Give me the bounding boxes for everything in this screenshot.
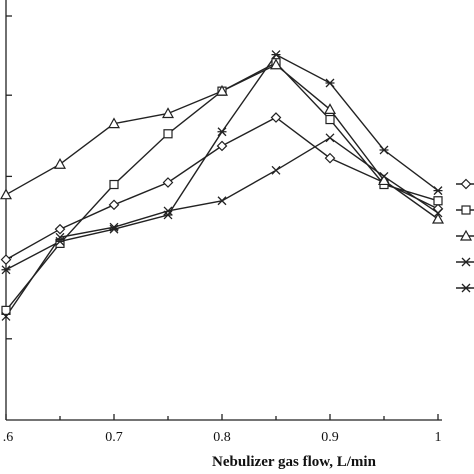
series-1-point [270, 112, 282, 123]
series-4-point [217, 196, 227, 206]
series-2-point [55, 238, 65, 248]
series-4-point [271, 165, 281, 175]
series-3-point [0, 188, 13, 200]
series-5-point [109, 224, 119, 234]
series-5-point [325, 78, 335, 88]
legend-marker-2 [461, 205, 471, 215]
series-5-point [163, 210, 173, 220]
legend-marker-4 [461, 257, 471, 267]
series-1-point [216, 140, 228, 152]
series-5-point [1, 265, 11, 275]
series-2-point [325, 114, 335, 125]
series-5-point [379, 145, 389, 155]
series-1-point [54, 223, 66, 235]
x-ticks: .6 0.7 0.8 0.9 1 [3, 414, 442, 445]
x-tick-label: 0.9 [321, 430, 339, 445]
series-3-point [377, 174, 391, 186]
x-tick-label: 1 [435, 430, 442, 445]
series-3-point [269, 58, 283, 70]
legend-marker-3 [459, 229, 473, 241]
series-4-point [379, 171, 389, 181]
series-3-point [323, 103, 337, 115]
series-3-point [107, 117, 121, 129]
x-tick-label: .6 [3, 430, 14, 445]
series-2-point [433, 196, 443, 206]
legend-marker-1 [460, 178, 472, 190]
series-3-point [215, 84, 229, 96]
x-tick-label: 0.7 [105, 430, 123, 445]
series-1-point [108, 199, 120, 211]
series-1-point [0, 254, 12, 265]
series-2-point [1, 305, 11, 315]
legend-marker-5 [461, 283, 471, 293]
series-1-point [324, 152, 336, 164]
series-2-point [163, 129, 173, 139]
x-tick-label: 0.8 [213, 430, 231, 445]
series-2-point [109, 179, 119, 190]
series-4-point [163, 206, 173, 216]
series-4-point [1, 312, 11, 321]
series-5-point [55, 236, 65, 246]
series-4-line [5, 136, 439, 317]
x-axis-title: Nebulizer gas flow, L/min [212, 454, 377, 470]
series-5-point [433, 186, 443, 196]
legend [456, 178, 474, 293]
series-5-point [271, 50, 281, 60]
series-1-point [162, 177, 174, 188]
series-markers [0, 50, 445, 321]
series-2-line [5, 61, 439, 311]
series-4-point [55, 232, 65, 242]
series-5-point [217, 127, 227, 137]
axes [5, 0, 442, 421]
series-4-point [325, 133, 335, 143]
series-3-point [53, 157, 67, 169]
series-4-point [433, 208, 443, 218]
series-3-point [431, 212, 445, 224]
y-ticks [6, 15, 12, 340]
series-3-point [161, 107, 175, 119]
